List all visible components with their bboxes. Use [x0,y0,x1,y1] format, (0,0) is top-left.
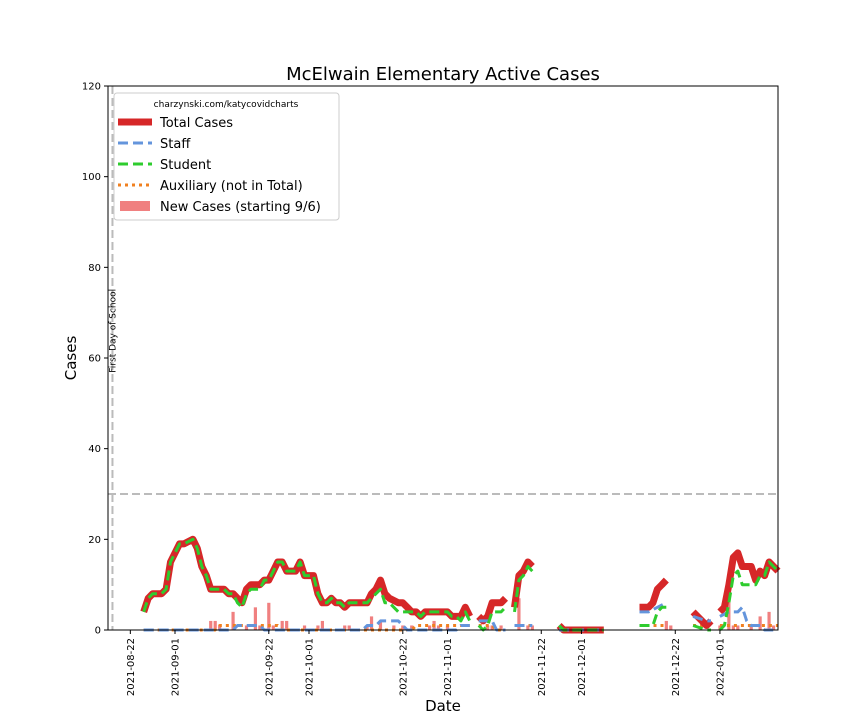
legend-entry-label: Student [160,158,211,173]
first-day-label: First Day of School [108,289,118,373]
total-cases-line [140,535,473,620]
y-tick-label: 60 [88,354,101,365]
new-cases-bar [244,625,249,630]
x-tick-label: 2021-10-22 [398,638,409,696]
new-cases-bar [347,625,351,630]
x-tick-label: 2021-09-22 [264,638,275,696]
new-cases-bar [369,616,374,630]
x-tick-label: 2022-01-01 [715,638,726,696]
student-line [513,565,534,613]
new-cases-bar [365,625,369,630]
new-cases-bar [213,620,217,630]
total-cases-line [511,558,535,608]
new-cases-bar [378,620,383,630]
new-cases-bar [445,625,450,630]
new-cases-bar [428,625,432,630]
auxiliary-not-in-total-line [143,624,470,632]
student-line [477,606,507,632]
x-tick-label: 2021-12-01 [577,638,588,696]
student-line [142,537,472,623]
y-tick-label: 20 [88,535,101,546]
staff-line [143,619,470,632]
new-cases-bar [231,611,235,630]
new-cases-bar [486,625,490,630]
new-cases-bar [280,620,284,630]
new-cases-bar [218,625,222,630]
legend-entry-label: Total Cases [159,116,233,131]
new-cases-bar [436,625,441,630]
new-cases-bar [517,598,521,630]
new-cases-bar [749,625,753,630]
y-tick-label: 120 [82,82,101,93]
student-line [718,560,780,632]
new-cases-bar [343,625,347,630]
x-tick-label: 2021-11-22 [537,638,548,696]
y-tick-label: 40 [88,444,101,455]
legend: charzynski.com/katycovidcharts Total Case… [113,92,340,221]
staff-line [639,601,667,614]
new-cases-bar [526,625,530,630]
new-cases-bar [718,625,722,630]
new-cases-bar [771,625,776,630]
y-tick-label: 100 [82,172,101,183]
new-cases-bar [758,616,762,630]
legend-entry-label: New Cases (starting 9/6) [160,200,321,215]
new-cases-bar [499,625,503,630]
legend-box [113,92,340,221]
new-cases-bar [731,625,735,630]
total-cases-line [639,577,669,611]
new-cases-bar [320,620,324,630]
chart-title: McElwain Elementary Active Cases [286,64,600,85]
new-cases-bar [316,625,320,630]
x-tick-label: 2021-11-01 [443,638,454,696]
x-tick-label: 2021-09-01 [171,638,182,696]
y-axis-label: Cases [62,336,80,381]
x-axis-label: Date [425,697,461,715]
new-cases-bar [410,625,414,630]
legend-note: charzynski.com/katycovidcharts [154,100,299,110]
x-tick-label: 2021-12-22 [671,638,682,696]
legend-entry-label: Staff [160,137,191,152]
new-cases-bar [669,625,673,630]
new-cases-bar [530,625,534,630]
new-cases-bar [271,625,275,630]
x-tick-label: 2021-10-01 [305,638,316,696]
staff-line [692,614,711,623]
new-cases-bar [258,625,262,630]
staff-line [478,619,506,632]
new-cases-bar [253,607,257,630]
x-tick-label: 2021-08-22 [126,638,137,696]
new-cases-bar [664,620,668,630]
new-cases-bar [401,625,405,630]
new-cases-bar [490,625,494,630]
new-cases-bar [285,620,289,630]
new-cases-bar [727,598,731,630]
new-cases-bar [302,625,307,630]
student-line [639,605,667,627]
legend-entry-label: Auxiliary (not in Total) [160,179,303,194]
y-tick-label: 0 [95,626,101,637]
new-cases-bar [392,625,396,630]
legend-swatch [120,201,150,211]
y-tick-label: 80 [88,263,101,274]
new-cases-bar [767,611,771,630]
new-cases-bar [267,602,271,630]
new-cases-bar [209,620,213,630]
new-cases-bar [736,625,740,630]
